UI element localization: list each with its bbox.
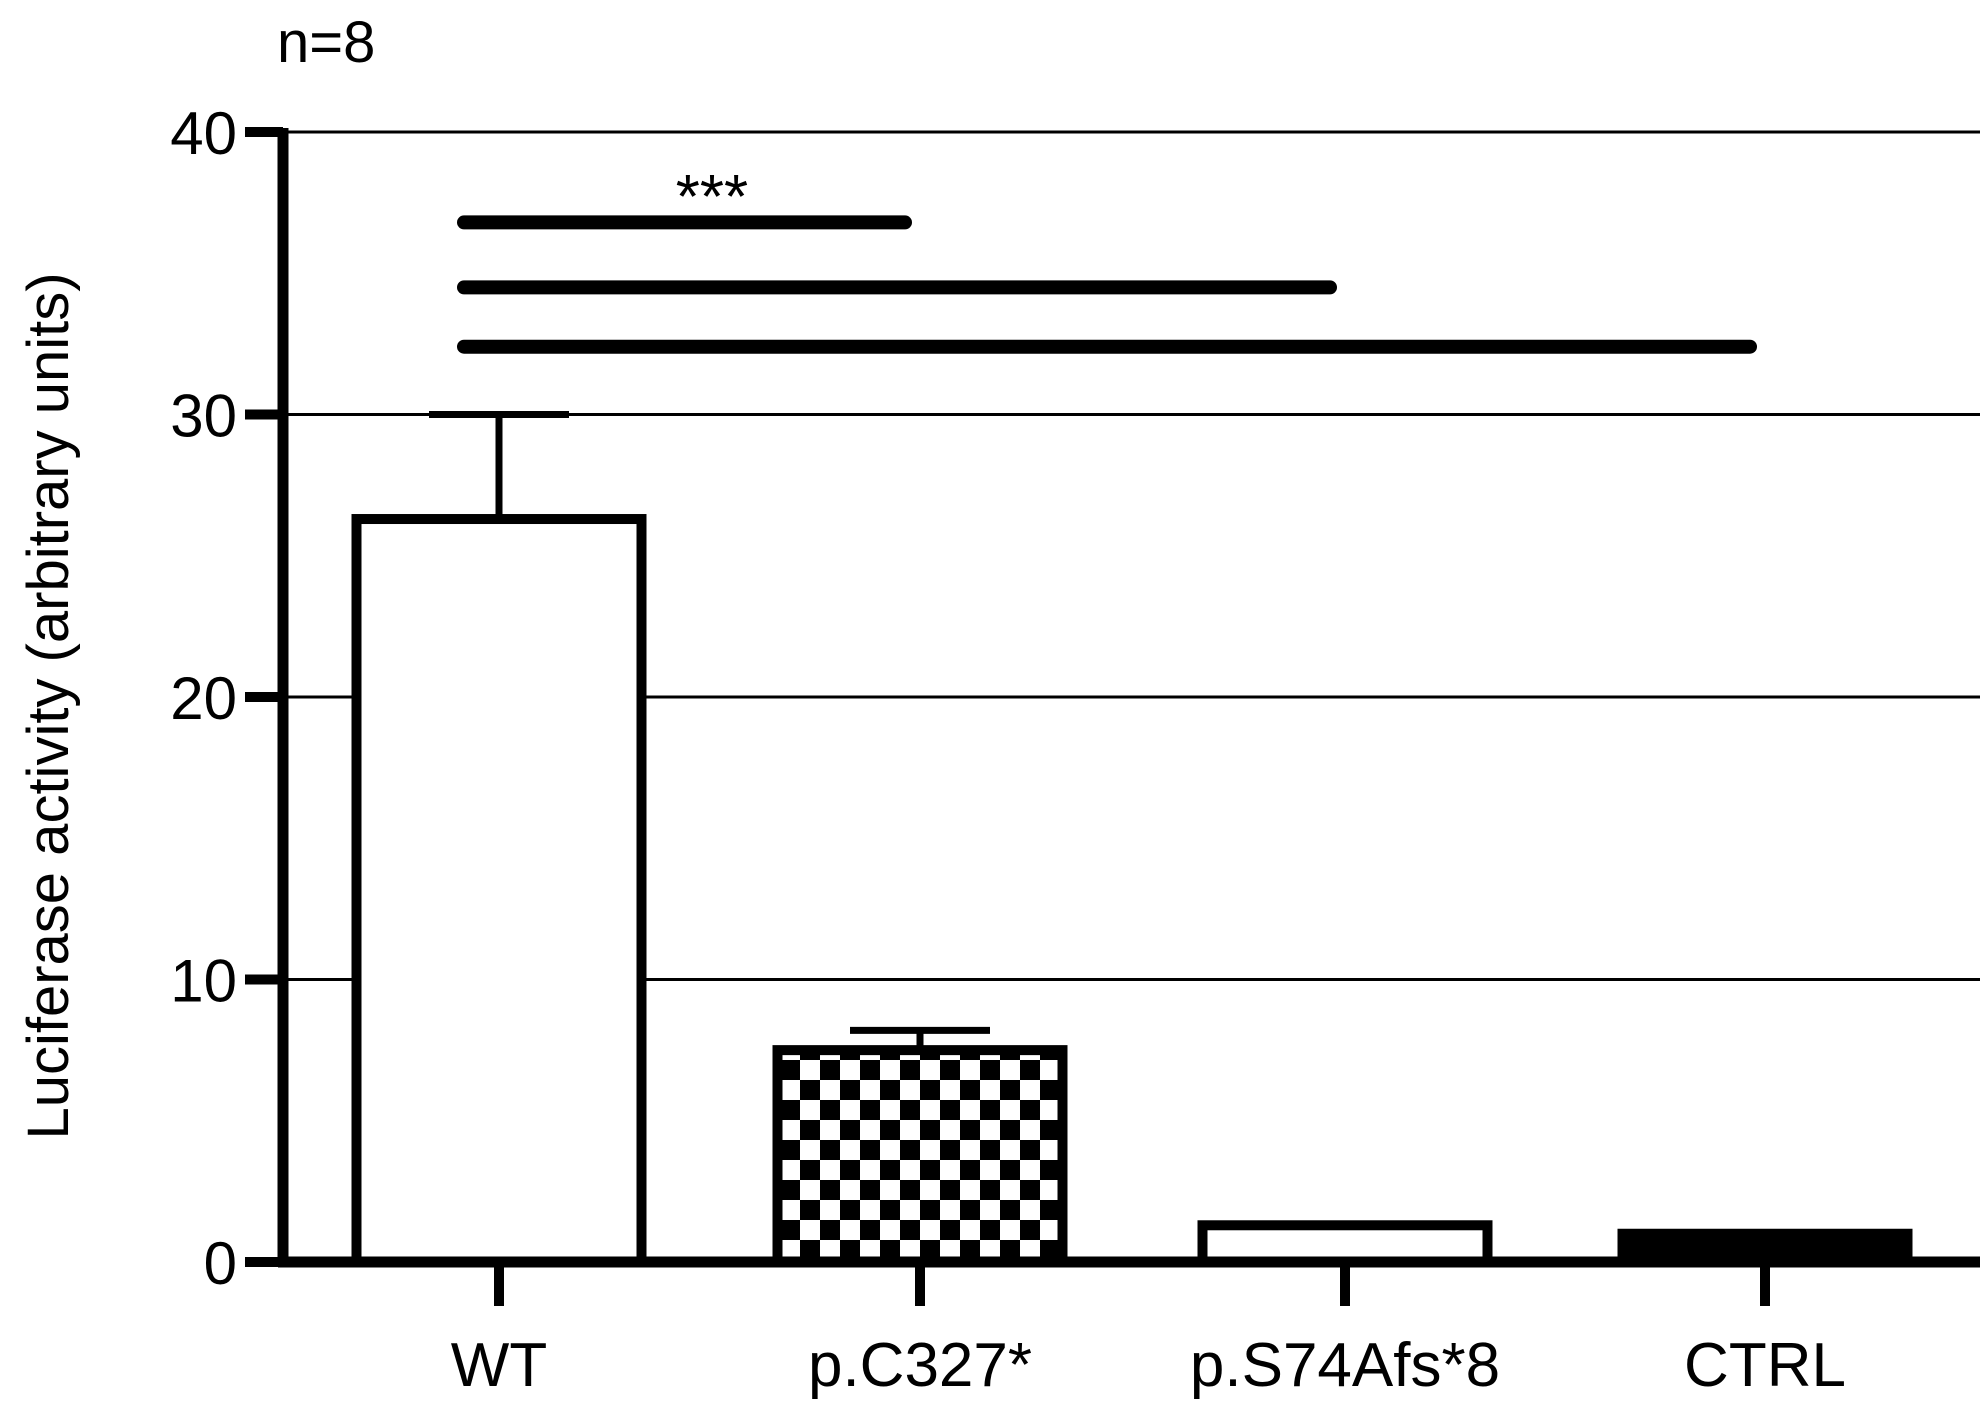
bar-1	[772, 1045, 1068, 1267]
bars	[351, 411, 1913, 1268]
y-axis-label: Luciferase activity (arbitrary units)	[16, 272, 81, 1139]
x-tick-label: p.C327*	[808, 1331, 1032, 1400]
x-tick-label: CTRL	[1684, 1331, 1846, 1400]
sample-size-label: n=8	[277, 10, 375, 75]
bar-0	[351, 514, 647, 1267]
x-tick-label: p.S74Afs*8	[1190, 1331, 1500, 1400]
bar-2	[1197, 1220, 1493, 1268]
significance-brackets	[457, 215, 1757, 354]
y-tick-label: 40	[170, 100, 237, 167]
y-tick-label: 10	[170, 948, 237, 1015]
axes: 0 10 20 30 40 WT p.C327* p.S74Afs*8 CTRL	[170, 100, 1980, 1400]
y-tick-label: 0	[204, 1230, 237, 1297]
y-tick-label: 30	[170, 383, 237, 450]
y-tick-label: 20	[170, 665, 237, 732]
significance-label: ***	[676, 163, 748, 232]
x-tick-label: WT	[451, 1331, 547, 1400]
